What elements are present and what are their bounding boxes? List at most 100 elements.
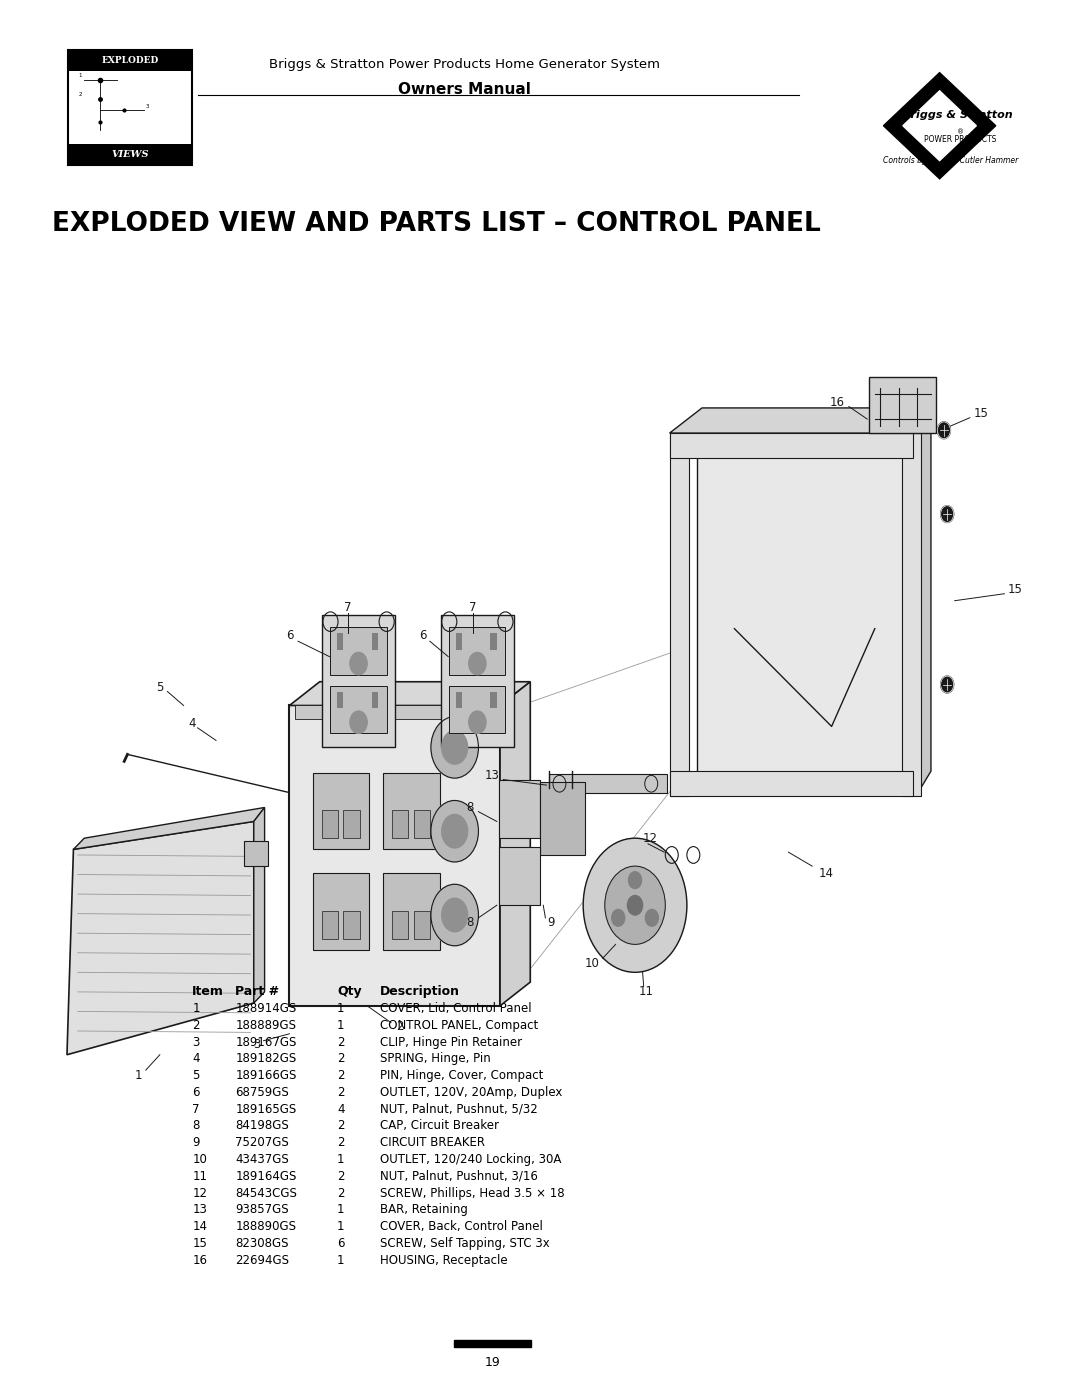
Bar xyxy=(499,847,540,905)
Text: 1: 1 xyxy=(337,1002,345,1016)
Bar xyxy=(490,692,497,708)
Bar xyxy=(414,911,430,939)
Polygon shape xyxy=(500,682,530,1006)
Text: 82308GS: 82308GS xyxy=(235,1236,289,1250)
Text: 11: 11 xyxy=(192,1169,207,1183)
Polygon shape xyxy=(73,807,265,849)
Text: OUTLET, 120V, 20Amp, Duplex: OUTLET, 120V, 20Amp, Duplex xyxy=(380,1085,563,1099)
Text: 3: 3 xyxy=(146,103,149,109)
Text: 15: 15 xyxy=(973,407,988,420)
Polygon shape xyxy=(903,91,976,161)
Bar xyxy=(499,780,540,838)
Text: VIEWS: VIEWS xyxy=(111,149,149,159)
Bar xyxy=(902,433,921,796)
Bar xyxy=(670,771,913,796)
Circle shape xyxy=(937,422,950,439)
Text: 188890GS: 188890GS xyxy=(235,1220,296,1234)
Bar xyxy=(869,377,936,433)
Text: 6: 6 xyxy=(337,1236,345,1250)
Text: 189167GS: 189167GS xyxy=(235,1035,297,1049)
Circle shape xyxy=(350,652,367,675)
Circle shape xyxy=(442,898,468,932)
Circle shape xyxy=(646,909,659,926)
Text: 8: 8 xyxy=(467,800,473,814)
Bar xyxy=(322,810,338,838)
Text: Briggs & Stratton: Briggs & Stratton xyxy=(902,109,1012,120)
Text: CLIP, Hinge Pin Retainer: CLIP, Hinge Pin Retainer xyxy=(380,1035,523,1049)
Text: 12: 12 xyxy=(643,831,658,845)
Polygon shape xyxy=(67,821,254,1055)
Text: 5: 5 xyxy=(157,680,163,694)
Text: COVER, Back, Control Panel: COVER, Back, Control Panel xyxy=(380,1220,543,1234)
Polygon shape xyxy=(254,807,265,1003)
Text: 7: 7 xyxy=(345,601,351,615)
Bar xyxy=(68,144,192,165)
Text: 2: 2 xyxy=(337,1052,345,1066)
Bar xyxy=(449,627,505,675)
Text: 15: 15 xyxy=(1008,583,1023,597)
Bar xyxy=(670,433,913,458)
Text: 19: 19 xyxy=(485,1355,500,1369)
Bar xyxy=(330,627,387,675)
Text: 189165GS: 189165GS xyxy=(235,1102,297,1116)
Text: 8: 8 xyxy=(467,915,473,929)
Text: 188889GS: 188889GS xyxy=(235,1018,296,1032)
Polygon shape xyxy=(289,682,530,705)
Text: 2: 2 xyxy=(337,1085,345,1099)
Bar xyxy=(670,433,689,796)
Bar xyxy=(383,773,440,849)
Text: 2: 2 xyxy=(337,1186,345,1200)
Text: 84198GS: 84198GS xyxy=(235,1119,289,1133)
Circle shape xyxy=(431,884,478,946)
Bar xyxy=(449,686,505,733)
Bar xyxy=(392,810,408,838)
Text: 6: 6 xyxy=(286,629,293,643)
Circle shape xyxy=(442,814,468,848)
Text: 2: 2 xyxy=(337,1169,345,1183)
Text: SPRING, Hinge, Pin: SPRING, Hinge, Pin xyxy=(380,1052,491,1066)
Text: 5: 5 xyxy=(192,1069,200,1083)
Text: 189166GS: 189166GS xyxy=(235,1069,297,1083)
Text: 43437GS: 43437GS xyxy=(235,1153,289,1166)
Bar xyxy=(697,447,918,775)
Text: OUTLET, 120/240 Locking, 30A: OUTLET, 120/240 Locking, 30A xyxy=(380,1153,562,1166)
Text: 10: 10 xyxy=(584,957,599,971)
Bar xyxy=(456,633,462,650)
Text: 1: 1 xyxy=(337,1203,345,1217)
Text: 2: 2 xyxy=(192,1018,200,1032)
Bar xyxy=(490,633,497,650)
Text: 1: 1 xyxy=(337,1153,345,1166)
Circle shape xyxy=(431,717,478,778)
Text: CONTROL PANEL, Compact: CONTROL PANEL, Compact xyxy=(380,1018,539,1032)
Bar xyxy=(343,911,360,939)
Circle shape xyxy=(605,866,665,944)
Circle shape xyxy=(469,711,486,733)
Text: 1: 1 xyxy=(79,73,82,78)
Circle shape xyxy=(629,872,642,888)
Text: NUT, Palnut, Pushnut, 3/16: NUT, Palnut, Pushnut, 3/16 xyxy=(380,1169,538,1183)
Text: 12: 12 xyxy=(192,1186,207,1200)
Text: 6: 6 xyxy=(420,629,427,643)
Text: Controls by Eaton’s Cutler Hammer: Controls by Eaton’s Cutler Hammer xyxy=(882,156,1018,165)
Polygon shape xyxy=(916,408,931,796)
Text: 14: 14 xyxy=(819,866,834,880)
Text: COVER, Lid, Control Panel: COVER, Lid, Control Panel xyxy=(380,1002,531,1016)
Text: 11: 11 xyxy=(638,985,653,999)
Text: HOUSING, Receptacle: HOUSING, Receptacle xyxy=(380,1253,508,1267)
Text: 189182GS: 189182GS xyxy=(235,1052,297,1066)
Bar xyxy=(383,873,440,950)
Text: 6: 6 xyxy=(192,1085,200,1099)
Bar xyxy=(68,50,192,165)
Text: 9: 9 xyxy=(548,915,554,929)
Circle shape xyxy=(627,895,643,915)
Text: 13: 13 xyxy=(192,1203,207,1217)
Circle shape xyxy=(442,731,468,764)
Text: 15: 15 xyxy=(192,1236,207,1250)
Text: 4: 4 xyxy=(192,1052,200,1066)
Bar xyxy=(68,50,192,71)
Bar xyxy=(454,1340,531,1347)
Bar xyxy=(244,841,268,866)
Bar xyxy=(392,911,408,939)
Circle shape xyxy=(941,676,954,693)
Text: 22694GS: 22694GS xyxy=(235,1253,289,1267)
